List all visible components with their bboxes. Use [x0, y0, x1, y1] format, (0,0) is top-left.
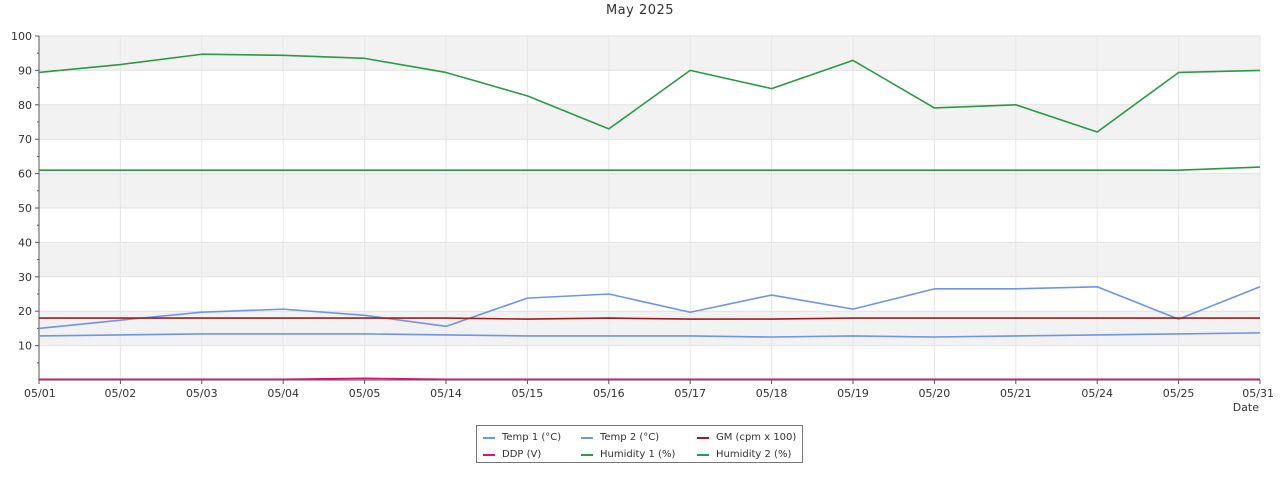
legend-item: Temp 1 (°C)	[481, 429, 579, 446]
legend-swatch	[581, 453, 593, 456]
x-tick-label: 05/14	[430, 387, 462, 400]
y-tick-label: 10	[18, 340, 32, 353]
x-tick-label: 05/03	[186, 387, 218, 400]
background-band	[39, 311, 1260, 346]
y-tick-label: 100	[11, 30, 32, 43]
legend-swatch	[483, 436, 495, 439]
x-tick-label: 05/02	[105, 387, 137, 400]
series-lines	[38, 53, 1261, 381]
y-tick-label: 90	[18, 64, 32, 77]
series-line-humidity-1	[38, 53, 1261, 133]
x-tick-label: 05/04	[267, 387, 299, 400]
legend-label: GM (cpm x 100)	[716, 432, 797, 443]
y-tick-label: 60	[18, 168, 32, 181]
y-tick-label: 50	[18, 202, 32, 215]
legend-swatch	[581, 436, 593, 439]
legend-swatch	[483, 453, 495, 456]
series-line-ddp-v	[39, 377, 1260, 381]
background-band	[39, 104, 1260, 140]
x-tick-label: 05/19	[837, 387, 869, 400]
legend-item: Temp 2 (°C)	[579, 429, 695, 446]
y-tick-label: 40	[18, 236, 32, 249]
x-tick-label: 05/15	[512, 387, 544, 400]
legend-label: Temp 2 (°C)	[600, 432, 660, 443]
legend-label: Humidity 1 (%)	[600, 449, 676, 460]
y-tick-label: 70	[18, 133, 32, 146]
x-axis-ticks: 05/01 05/02 05/03 05/04 05/05 05/14 05/15 05/16…	[24, 380, 1274, 400]
legend-item: GM (cpm x 100)	[695, 429, 805, 446]
y-tick-label: 20	[18, 305, 32, 318]
series-line-humidity-2	[39, 166, 1261, 171]
legend-label: Temp 1 (°C)	[502, 432, 562, 443]
background-bands	[39, 36, 1260, 346]
series-line-gm-cpm-x-100	[39, 317, 1260, 320]
x-tick-label: 05/16	[593, 387, 625, 400]
legend-item: DDP (V)	[481, 446, 579, 463]
grid-lines	[39, 35, 1261, 380]
x-tick-label: 05/05	[349, 387, 381, 400]
x-tick-label: 05/18	[756, 387, 788, 400]
x-tick-label: 05/17	[674, 387, 706, 400]
legend-swatch	[697, 436, 709, 439]
x-tick-label: 05/01	[24, 387, 56, 400]
x-tick-label: 05/20	[919, 387, 951, 400]
legend-item: Humidity 2 (%)	[695, 446, 805, 463]
y-axis-ticks: 10 20 30 40 50 60 70 80 90 100	[11, 30, 39, 364]
x-tick-label: 05/24	[1081, 387, 1113, 400]
x-tick-label: 05/31	[1242, 387, 1274, 400]
x-tick-label: 05/25	[1163, 387, 1195, 400]
background-band	[39, 173, 1260, 208]
series-line-temp-1-c	[38, 332, 1261, 338]
background-band	[39, 242, 1260, 277]
background-band	[39, 36, 1260, 71]
legend-swatch	[697, 453, 709, 456]
legend: Temp 1 (°C) Temp 2 (°C) GM (cpm x 100) DDP …	[476, 425, 803, 463]
x-tick-label: 05/21	[1000, 387, 1032, 400]
y-tick-label: 80	[18, 99, 32, 112]
legend-label: DDP (V)	[502, 449, 542, 460]
legend-item: Humidity 1 (%)	[579, 446, 695, 463]
x-axis-label: Date	[1233, 401, 1260, 414]
legend-label: Humidity 2 (%)	[716, 449, 792, 460]
series-line-temp-2-c	[38, 285, 1261, 330]
chart-title: May 2025	[605, 3, 675, 18]
y-tick-label: 30	[18, 271, 32, 284]
